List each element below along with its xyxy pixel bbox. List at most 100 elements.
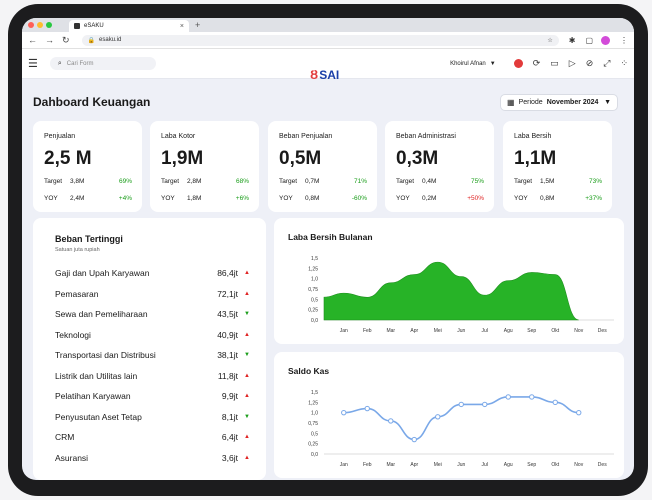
y-tick-label: 1,5	[311, 256, 318, 262]
beban-item[interactable]: Asuransi 3,6jt ▲	[55, 451, 250, 465]
kpi-target-value: 0,4M	[422, 178, 437, 185]
x-tick-label: Jan	[340, 328, 348, 334]
kpi-yoy-label: YOY	[161, 195, 175, 202]
fullscreen-icon[interactable]: ⤢	[603, 58, 611, 68]
kpi-label: Laba Kotor	[161, 133, 196, 140]
browser-toolbar: ← → ↻ 🔒 esaku.id ☆ ✱ ▢ ⋮	[22, 32, 634, 49]
kpi-yoy-label: YOY	[514, 195, 528, 202]
x-tick-label: Mei	[434, 462, 442, 468]
beban-item-value: 43,5jt	[217, 309, 238, 319]
beban-item[interactable]: Listrik dan Utilitas lain 11,8jt ▲	[55, 369, 250, 383]
kpi-card[interactable]: Beban Administrasi 0,3M Target 0,4M 75% YOY 0,…	[385, 121, 494, 212]
kpi-value: 1,9M	[161, 148, 204, 169]
apps-grid-icon[interactable]: ⁘	[620, 58, 628, 68]
search-icon: ⌕	[57, 59, 62, 67]
kpi-yoy-label: YOY	[44, 195, 58, 202]
kpi-card[interactable]: Laba Kotor 1,9M Target 2,8M 68% YOY 1,8M +6%	[150, 121, 259, 212]
x-tick-label: Des	[598, 462, 607, 468]
beban-item-value: 11,8jt	[217, 370, 238, 381]
browser-tab[interactable]: eSAKU ×	[69, 20, 189, 32]
chevron-down-icon: ▼	[489, 60, 496, 67]
reload-icon[interactable]: ↻	[62, 34, 70, 45]
beban-item-value: 8,1jt	[221, 411, 238, 422]
kpi-card[interactable]: Penjualan 2,5 M Target 3,8M 69% YOY 2,4M +4%	[33, 121, 142, 212]
user-menu[interactable]: Khoirul Afnan ▼	[450, 61, 496, 67]
beban-item-name: Transportasi dan Distribusi	[55, 350, 156, 360]
kpi-target-value: 1,5M	[540, 178, 555, 185]
kpi-yoy-value: 2,4M	[70, 195, 85, 202]
link-icon[interactable]: ⊘	[585, 58, 594, 68]
period-select[interactable]: ▦ Periode November 2024 ▼	[500, 94, 618, 111]
favicon-icon	[74, 23, 80, 29]
window-minimize-button[interactable]	[37, 22, 43, 28]
data-point	[529, 394, 535, 400]
tablet-frame: eSAKU × + ← → ↻ 🔒 esaku.id ☆ ✱ ▢ ⋮ ☰ ⌕ C…	[8, 4, 648, 496]
beban-item[interactable]: Penyusutan Aset Tetap 8,1jt ▼	[55, 410, 250, 424]
extensions-icon[interactable]: ✱	[568, 35, 576, 45]
y-tick-label: 0,0	[311, 452, 318, 458]
beban-item-name: Penyusutan Aset Tetap	[55, 411, 142, 422]
beban-item-name: CRM	[55, 432, 75, 442]
beban-item[interactable]: Pelatihan Karyawan 9,9jt ▲	[55, 389, 250, 403]
sidepanel-icon[interactable]: ▢	[585, 35, 593, 45]
refresh-icon[interactable]: ⟳	[532, 58, 541, 68]
kpi-target-value: 3,8M	[70, 178, 85, 185]
play-icon[interactable]: ▷	[568, 58, 576, 68]
beban-item[interactable]: Teknologi 40,9jt ▲	[55, 328, 250, 342]
page-title: Dahboard Keuangan	[33, 95, 151, 109]
kpi-yoy-value: 0,8M	[540, 195, 555, 202]
app-logo[interactable]: Ȣ SAI	[310, 67, 339, 82]
kpi-target-row: Target 2,8M 68%	[161, 178, 249, 185]
logo-mark: Ȣ	[310, 67, 319, 82]
x-tick-label: Nov	[574, 462, 583, 468]
kpi-card[interactable]: Beban Penjualan 0,5M Target 0,7M 71% YOY 0,8M -…	[268, 121, 377, 212]
data-point	[552, 399, 558, 406]
kpi-target-label: Target	[396, 178, 415, 185]
beban-item[interactable]: CRM 6,4jt ▲	[55, 430, 250, 444]
beban-item-name: Gaji dan Upah Karyawan	[55, 268, 150, 278]
search-input[interactable]: ⌕ Cari Form	[49, 57, 156, 70]
beban-item-value: 72,1jt	[217, 288, 238, 299]
tab-close-icon[interactable]: ×	[179, 22, 184, 30]
kpi-label: Beban Penjualan	[279, 133, 333, 140]
y-tick-label: 0,25	[308, 442, 318, 448]
bookmark-star-icon[interactable]: ☆	[547, 37, 553, 44]
beban-item[interactable]: Gaji dan Upah Karyawan 86,4jt ▲	[55, 266, 250, 280]
back-icon[interactable]: ←	[28, 35, 37, 45]
beban-tertinggi-card: Beban Tertinggi Satuan juta rupiah Gaji …	[33, 218, 266, 480]
forward-icon[interactable]: →	[45, 35, 54, 45]
data-point	[364, 405, 370, 412]
new-tab-button[interactable]: +	[195, 20, 201, 30]
menu-icon[interactable]: ☰	[28, 58, 38, 70]
kpi-target-label: Target	[44, 178, 63, 185]
browser-menu-icon[interactable]: ⋮	[620, 35, 628, 45]
notification-icon[interactable]	[513, 59, 523, 68]
x-tick-label: Feb	[363, 462, 372, 468]
y-tick-label: 0,0	[311, 318, 318, 324]
kpi-value: 1,1M	[514, 148, 557, 169]
kpi-label: Penjualan	[44, 133, 76, 140]
beban-item[interactable]: Transportasi dan Distribusi 38,1jt ▼	[55, 348, 250, 362]
kpi-card[interactable]: Laba Bersih 1,1M Target 1,5M 73% YOY 0,8M +37%	[503, 121, 612, 212]
tab-title: eSAKU	[84, 23, 104, 29]
chat-icon[interactable]: ▭	[550, 58, 559, 68]
kpi-target-pct: 69%	[118, 178, 132, 185]
beban-item[interactable]: Sewa dan Pemeliharaan 43,5jt ▼	[55, 307, 250, 321]
x-tick-label: Sep	[527, 328, 536, 334]
window-close-button[interactable]	[28, 22, 34, 28]
beban-item-value: 86,4jt	[217, 268, 238, 278]
kpi-target-pct: 75%	[470, 178, 484, 185]
address-bar[interactable]: 🔒 esaku.id ☆	[81, 34, 559, 46]
calendar-icon: ▦	[507, 98, 515, 107]
beban-item-value: 40,9jt	[217, 329, 238, 340]
period-label: Periode	[518, 99, 543, 106]
beban-item-name: Pemasaran	[55, 288, 99, 299]
window-maximize-button[interactable]	[46, 22, 52, 28]
profile-avatar[interactable]	[601, 35, 610, 45]
beban-subtitle: Satuan juta rupiah	[55, 247, 100, 253]
x-tick-label: Sep	[527, 462, 536, 468]
data-point	[576, 409, 582, 416]
kpi-yoy-label: YOY	[396, 195, 410, 202]
kpi-target-row: Target 1,5M 73%	[514, 178, 602, 185]
beban-item[interactable]: Pemasaran 72,1jt ▲	[55, 287, 250, 301]
